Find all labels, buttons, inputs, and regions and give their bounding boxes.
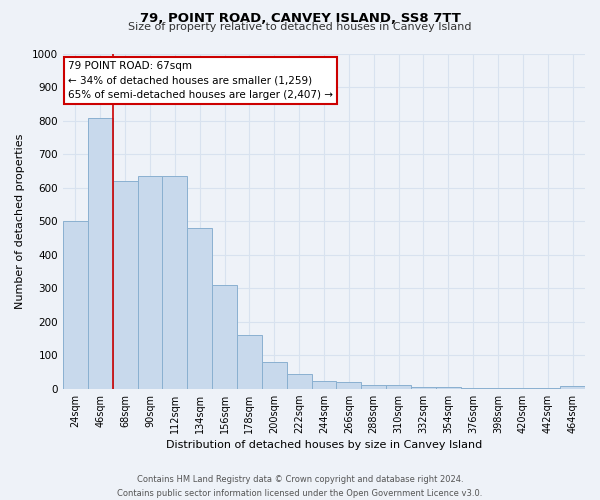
Bar xyxy=(287,374,311,388)
Bar xyxy=(386,386,411,388)
Bar xyxy=(262,362,287,388)
Text: 79 POINT ROAD: 67sqm
← 34% of detached houses are smaller (1,259)
65% of semi-de: 79 POINT ROAD: 67sqm ← 34% of detached h… xyxy=(68,60,333,100)
Bar xyxy=(63,222,88,388)
Bar xyxy=(88,118,113,388)
Bar xyxy=(137,176,163,388)
Bar xyxy=(113,181,137,388)
Text: Contains HM Land Registry data © Crown copyright and database right 2024.
Contai: Contains HM Land Registry data © Crown c… xyxy=(118,476,482,498)
Text: Size of property relative to detached houses in Canvey Island: Size of property relative to detached ho… xyxy=(128,22,472,32)
Bar xyxy=(311,382,337,388)
Bar xyxy=(337,382,361,388)
Bar xyxy=(237,335,262,388)
Bar xyxy=(361,384,386,388)
Y-axis label: Number of detached properties: Number of detached properties xyxy=(15,134,25,309)
Bar xyxy=(163,176,187,388)
Text: 79, POINT ROAD, CANVEY ISLAND, SS8 7TT: 79, POINT ROAD, CANVEY ISLAND, SS8 7TT xyxy=(140,12,460,26)
Bar xyxy=(411,387,436,388)
X-axis label: Distribution of detached houses by size in Canvey Island: Distribution of detached houses by size … xyxy=(166,440,482,450)
Bar xyxy=(560,386,585,388)
Bar xyxy=(187,228,212,388)
Bar xyxy=(212,285,237,389)
